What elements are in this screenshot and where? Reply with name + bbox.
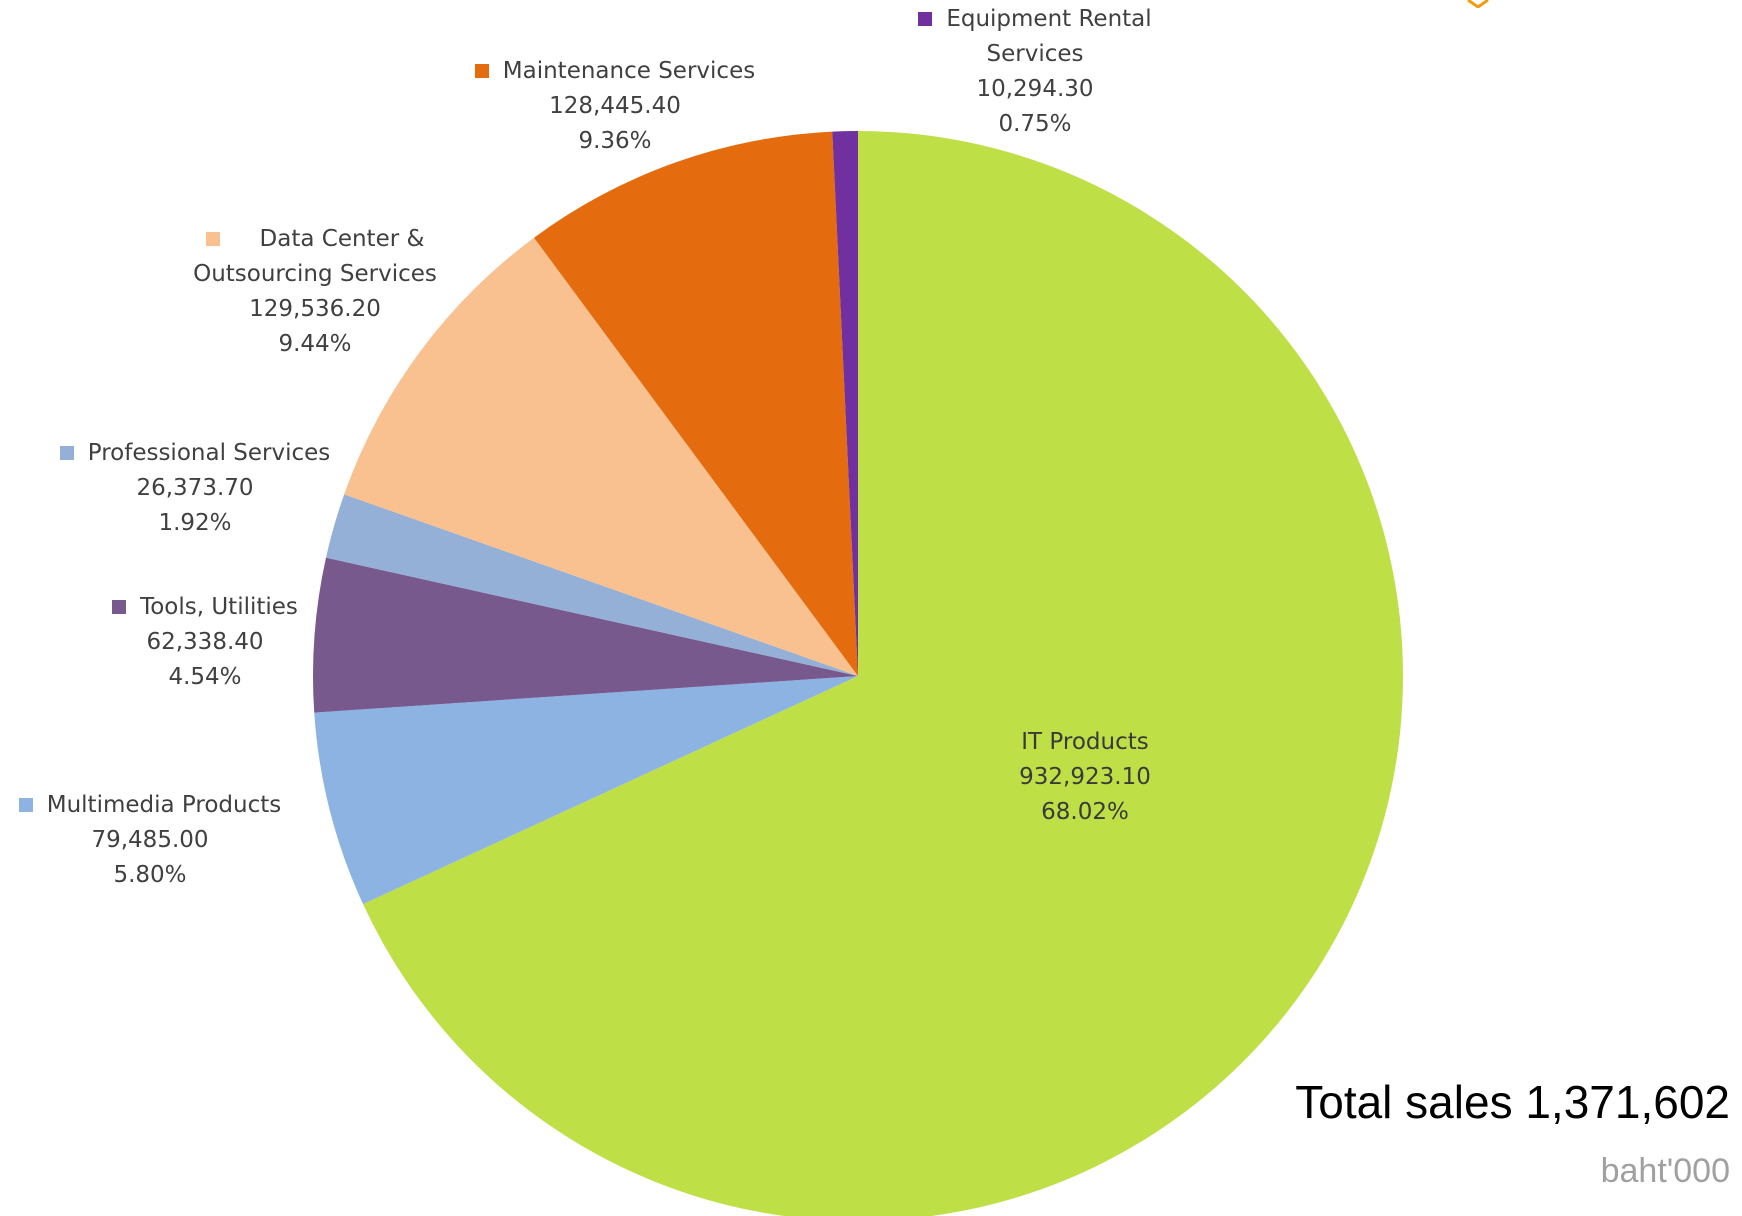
pie-slice-maintenance-services <box>534 131 858 677</box>
slice-label-it-products: IT Products 932,923.10 68.02% <box>960 725 1210 830</box>
pie-slice-professional-services <box>326 494 858 676</box>
label-name-line1: Equipment Rental <box>946 6 1152 32</box>
label-name-line2: Outsourcing Services <box>193 261 437 287</box>
pie-slice-tools-utilities <box>313 557 858 713</box>
legend-swatch <box>474 64 489 78</box>
label-value: 128,445.40 <box>549 93 681 119</box>
label-percent: 9.44% <box>278 331 352 357</box>
corner-chevron-icon <box>1467 0 1489 8</box>
label-value: 10,294.30 <box>976 76 1094 102</box>
label-value: 129,536.20 <box>249 296 381 322</box>
label-percent: 1.92% <box>158 510 232 536</box>
slice-label-multimedia-products: Multimedia Products 79,485.00 5.80% <box>0 788 300 893</box>
label-name: Tools, Utilities <box>140 594 298 620</box>
label-name-line1: Data Center & <box>259 226 425 252</box>
legend-swatch <box>112 600 127 614</box>
label-name-line2: Services <box>986 41 1084 67</box>
slice-label-equipment-rental: Equipment Rental Services 10,294.30 0.75… <box>870 2 1200 142</box>
label-name: IT Products <box>1021 729 1149 755</box>
pie-slice-data-center-outsourcing-services <box>344 237 858 676</box>
slice-label-tools-utilities: Tools, Utilities 62,338.40 4.54% <box>60 590 350 695</box>
legend-swatch <box>59 446 74 460</box>
slice-label-professional-services: Professional Services 26,373.70 1.92% <box>25 436 365 541</box>
label-percent: 9.36% <box>578 128 652 154</box>
label-value: 62,338.40 <box>146 629 264 655</box>
label-percent: 5.80% <box>113 862 187 888</box>
pie-slice-multimedia-products <box>314 676 859 905</box>
label-value: 79,485.00 <box>91 827 209 853</box>
label-name: Professional Services <box>87 440 331 466</box>
slice-label-maintenance-services: Maintenance Services 128,445.40 9.36% <box>440 54 790 159</box>
slice-label-data-center-outsourcing: Data Center & Outsourcing Services 129,5… <box>150 222 480 362</box>
pie-slice-equipment-rental-services <box>832 131 858 676</box>
legend-swatch <box>918 12 933 26</box>
label-percent: 4.54% <box>168 664 242 690</box>
label-percent: 68.02% <box>1041 799 1129 825</box>
label-name: Multimedia Products <box>46 792 282 818</box>
label-value: 932,923.10 <box>1019 764 1151 790</box>
label-percent: 0.75% <box>998 111 1072 137</box>
total-sales-annotation: Total sales 1,371,602 <box>1295 1076 1730 1128</box>
label-name: Maintenance Services <box>502 58 756 84</box>
unit-annotation: baht'000 <box>1600 1152 1730 1190</box>
legend-swatch <box>18 798 33 812</box>
legend-swatch <box>205 232 220 246</box>
label-value: 26,373.70 <box>136 475 254 501</box>
pie-slices <box>313 131 1404 1216</box>
pie-slice-it-products <box>363 131 1404 1216</box>
